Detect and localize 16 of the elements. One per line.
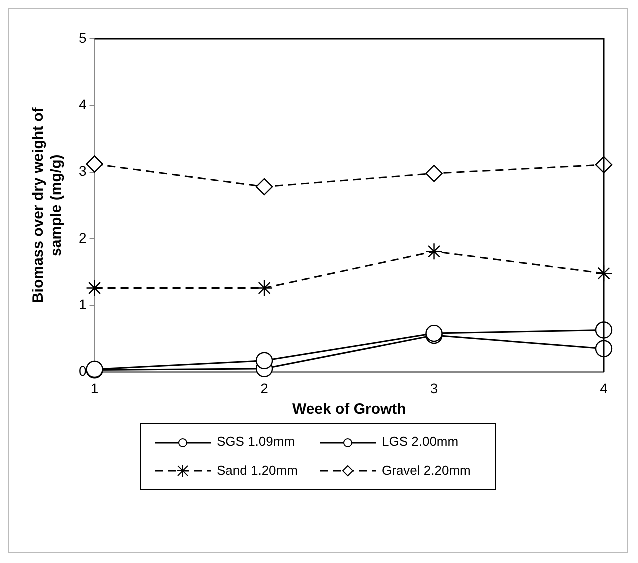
y-tick-label: 0 xyxy=(78,363,87,380)
y-axis-title: Biomass over dry weight of sample (mg/g) xyxy=(30,106,66,304)
x-tick-label: 2 xyxy=(260,380,269,396)
y-tick-label: 1 xyxy=(78,296,87,312)
y-tick-label: 2 xyxy=(78,230,87,246)
legend-label: Gravel 2.20mm xyxy=(382,462,471,478)
y-tick-label: 5 xyxy=(78,30,87,46)
legend-label: Sand 1.20mm xyxy=(217,462,298,478)
y-tick-label: 3 xyxy=(78,163,87,180)
legend-label: LGS 2.00mm xyxy=(382,434,459,449)
x-axis-title: Week of Growth xyxy=(292,401,406,418)
x-tick-label: 1 xyxy=(90,380,99,396)
legend-label: SGS 1.09mm xyxy=(217,434,296,449)
x-tick-label: 4 xyxy=(600,380,608,396)
y-tick-label: 4 xyxy=(78,96,87,112)
x-tick-label: 3 xyxy=(430,380,438,396)
